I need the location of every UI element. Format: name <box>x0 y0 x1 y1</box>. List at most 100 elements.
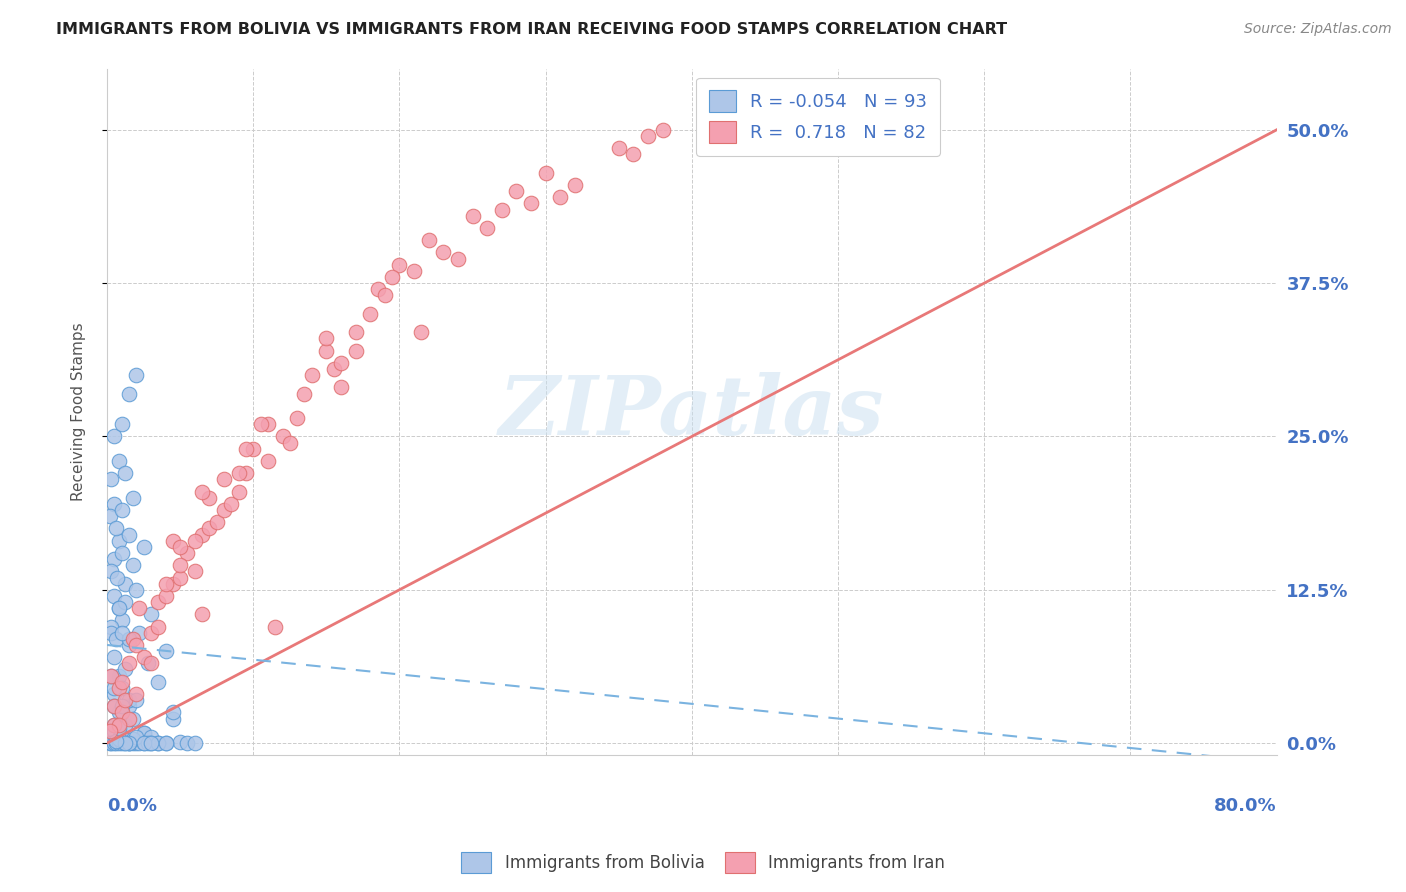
Point <box>125 638 148 652</box>
Point <box>107 736 129 750</box>
Point <box>162 712 184 726</box>
Point <box>162 533 184 548</box>
Point <box>148 736 170 750</box>
Point <box>128 625 150 640</box>
Point <box>344 343 367 358</box>
Point <box>564 178 586 192</box>
Point <box>118 736 141 750</box>
Point <box>637 128 659 143</box>
Point <box>359 307 381 321</box>
Point <box>257 454 280 468</box>
Point <box>111 417 134 432</box>
Point <box>114 717 136 731</box>
Point <box>125 582 148 597</box>
Point <box>404 264 426 278</box>
Point <box>176 736 198 750</box>
Y-axis label: Receiving Food Stamps: Receiving Food Stamps <box>72 323 86 501</box>
Point <box>111 706 134 720</box>
Text: IMMIGRANTS FROM BOLIVIA VS IMMIGRANTS FROM IRAN RECEIVING FOOD STAMPS CORRELATIO: IMMIGRANTS FROM BOLIVIA VS IMMIGRANTS FR… <box>56 22 1007 37</box>
Point <box>103 699 125 714</box>
Point <box>139 730 162 744</box>
Point <box>111 546 134 560</box>
Point <box>98 509 121 524</box>
Point <box>520 196 543 211</box>
Point <box>118 736 141 750</box>
Point <box>107 732 129 747</box>
Point <box>105 570 128 584</box>
Point <box>118 712 141 726</box>
Point <box>118 699 141 714</box>
Point <box>184 565 207 579</box>
Point <box>651 123 673 137</box>
Point <box>136 736 159 750</box>
Point <box>122 712 145 726</box>
Point <box>198 491 221 505</box>
Point <box>107 732 129 747</box>
Point <box>330 356 353 370</box>
Point <box>111 674 134 689</box>
Point <box>461 209 484 223</box>
Point <box>301 368 323 383</box>
Point <box>176 546 198 560</box>
Point <box>136 657 159 671</box>
Point <box>111 681 134 695</box>
Point <box>111 625 134 640</box>
Point <box>100 668 122 682</box>
Point <box>104 632 127 646</box>
Point <box>114 595 136 609</box>
Point <box>184 736 207 750</box>
Text: 0.0%: 0.0% <box>107 797 157 814</box>
Point <box>107 668 129 682</box>
Point <box>104 736 127 750</box>
Point <box>607 141 630 155</box>
Point <box>107 722 129 736</box>
Point <box>548 190 571 204</box>
Point <box>122 732 145 747</box>
Point <box>114 693 136 707</box>
Point <box>242 442 264 456</box>
Point <box>418 233 440 247</box>
Legend: Immigrants from Bolivia, Immigrants from Iran: Immigrants from Bolivia, Immigrants from… <box>454 846 952 880</box>
Point <box>103 497 125 511</box>
Point <box>169 558 191 573</box>
Point <box>118 386 141 401</box>
Point <box>381 270 404 285</box>
Point <box>132 726 155 740</box>
Point <box>114 663 136 677</box>
Point <box>198 521 221 535</box>
Point <box>148 674 170 689</box>
Point <box>128 736 150 750</box>
Point <box>155 576 177 591</box>
Point <box>100 625 122 640</box>
Point <box>205 516 228 530</box>
Point <box>118 736 141 750</box>
Point <box>367 282 389 296</box>
Point <box>103 723 125 738</box>
Point <box>114 576 136 591</box>
Point <box>100 736 122 750</box>
Point <box>114 467 136 481</box>
Point <box>228 467 250 481</box>
Point <box>475 221 498 235</box>
Point <box>191 484 214 499</box>
Point <box>125 736 148 750</box>
Point <box>107 533 129 548</box>
Point <box>191 527 214 541</box>
Point <box>184 533 207 548</box>
Point <box>447 252 470 266</box>
Point <box>212 472 235 486</box>
Point <box>107 717 129 731</box>
Point <box>122 736 145 750</box>
Point <box>271 429 294 443</box>
Text: 80.0%: 80.0% <box>1213 797 1277 814</box>
Point <box>125 693 148 707</box>
Point <box>104 733 127 747</box>
Point <box>249 417 271 432</box>
Point <box>148 595 170 609</box>
Point <box>139 736 162 750</box>
Point <box>104 521 127 535</box>
Point <box>264 619 287 633</box>
Point <box>257 417 280 432</box>
Point <box>169 570 191 584</box>
Point <box>191 607 214 622</box>
